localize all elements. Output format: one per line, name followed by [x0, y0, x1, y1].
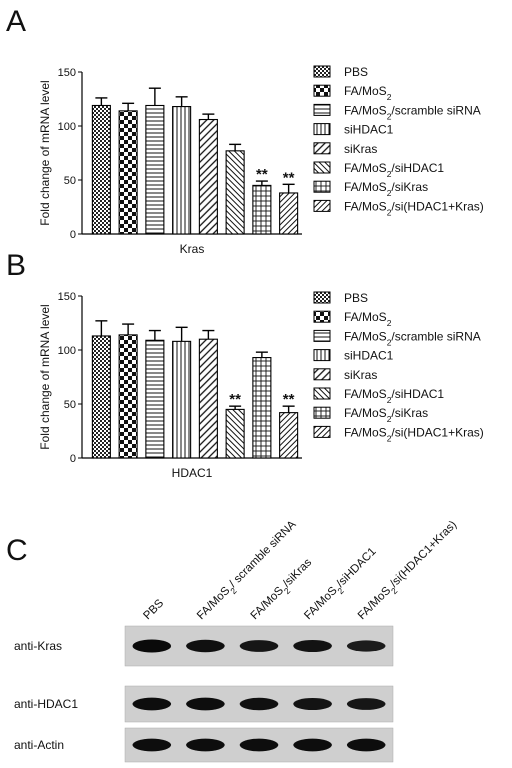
legend-entry-6: FA/MoS2/siHDAC1	[344, 387, 444, 405]
legend-swatch-5	[313, 368, 331, 381]
legend-swatch-7	[313, 180, 331, 193]
y-axis-label: Fold change of mRNA level	[38, 80, 52, 225]
bar-5	[198, 118, 218, 235]
legend-swatch-4	[313, 349, 331, 362]
legend-entry-6: FA/MoS2/siHDAC1	[344, 161, 444, 179]
band-2-2	[186, 697, 225, 711]
legend-swatch-2	[313, 310, 331, 323]
blot-row-label-3: anti-Actin	[14, 738, 64, 752]
bar-4	[172, 340, 192, 459]
legend-entry-2: FA/MoS2	[344, 310, 392, 328]
legend-entry-4: siHDAC1	[344, 349, 394, 363]
panel-label-a: A	[6, 5, 26, 38]
legend-swatch-4	[313, 123, 331, 136]
legend-swatch-7	[313, 406, 331, 419]
blot-row-label-1: anti-Kras	[14, 639, 62, 653]
bar-6	[225, 150, 245, 235]
legend-swatch-1	[313, 65, 331, 78]
y-tick-label: 50	[64, 175, 76, 187]
y-tick-label: 150	[58, 67, 76, 79]
band-3-2	[186, 738, 225, 752]
significance-8: **	[283, 391, 295, 408]
legend-entry-3: FA/MoS2/scramble siRNA	[344, 329, 481, 347]
legend-swatch-6	[313, 161, 331, 174]
legend-swatch-5	[313, 142, 331, 155]
band-1-3	[239, 640, 279, 652]
significance-8: **	[283, 169, 295, 186]
band-2-4	[293, 697, 332, 711]
y-tick-label: 100	[58, 121, 76, 133]
bar-2	[118, 334, 138, 459]
band-1-4	[293, 639, 332, 653]
legend-swatch-6	[313, 387, 331, 400]
band-3-5	[346, 738, 386, 752]
legend-swatch-1	[313, 291, 331, 304]
legend-entry-4: siHDAC1	[344, 123, 394, 137]
band-1-1	[132, 639, 172, 653]
legend-entry-8: FA/MoS2/si(HDAC1+Kras)	[344, 425, 484, 443]
panel-label-c: C	[6, 534, 28, 567]
legend-entry-1: PBS	[344, 291, 368, 305]
y-tick-label: 100	[58, 345, 76, 357]
bar-5	[198, 338, 218, 459]
legend-entry-7: FA/MoS2/siKras	[344, 180, 428, 198]
legend-swatch-2	[313, 84, 331, 97]
y-axis-label: Fold change of mRNA level	[38, 304, 52, 449]
lane-label-1: PBS	[141, 597, 166, 622]
legend-entry-8: FA/MoS2/si(HDAC1+Kras)	[344, 199, 484, 217]
blot-row-label-2: anti-HDAC1	[14, 697, 78, 711]
panel-label-b: B	[6, 249, 26, 282]
legend-entry-5: siKras	[344, 142, 377, 156]
chart-a: 0 50 100 150 Fold change of mRNA level Kras **…	[38, 67, 302, 256]
bar-3	[145, 339, 165, 459]
band-3-4	[293, 738, 332, 752]
legend-swatch-3	[313, 103, 331, 116]
bar-3	[145, 104, 165, 235]
legend-entry-5: siKras	[344, 368, 377, 382]
western-blot: PBS FA/MoS2/ scramble siRNAFA/MoS2/siKras…	[14, 518, 462, 763]
bar-8	[279, 412, 299, 459]
legend-entry-2: FA/MoS2	[344, 84, 392, 102]
legend-swatch-3	[313, 329, 331, 342]
significance-6: **	[229, 391, 241, 408]
lane-label-5: FA/MoS2/si(HDAC1+Kras)	[356, 519, 462, 625]
y-tick-label: 0	[70, 229, 76, 241]
bar-4	[172, 106, 192, 235]
y-tick-label: 150	[58, 291, 76, 303]
band-2-1	[132, 697, 172, 711]
legend-swatch-8	[313, 199, 331, 212]
x-axis-label: HDAC1	[172, 466, 213, 480]
bar-7	[252, 357, 272, 459]
y-tick-label: 50	[64, 399, 76, 411]
bar-7	[252, 184, 272, 235]
legend-entry-7: FA/MoS2/siKras	[344, 406, 428, 424]
band-2-3	[239, 697, 279, 711]
band-3-3	[239, 738, 279, 752]
bar-6	[225, 408, 245, 459]
legend-swatch-8	[313, 425, 331, 438]
bar-2	[118, 110, 138, 235]
chart-b: 0 50 100 150 Fold change of mRNA level HDAC1 *…	[38, 291, 302, 480]
bar-1	[91, 335, 111, 459]
bar-8	[279, 192, 299, 235]
legend-entry-3: FA/MoS2/scramble siRNA	[344, 103, 481, 121]
bar-1	[91, 104, 111, 235]
x-axis-label: Kras	[180, 242, 205, 256]
band-1-5	[346, 640, 386, 652]
y-tick-label: 0	[70, 453, 76, 465]
band-3-1	[132, 738, 172, 752]
lane-label-2: FA/MoS2/ scramble siRNA	[195, 518, 302, 625]
band-2-5	[346, 698, 386, 710]
band-1-2	[186, 639, 225, 653]
legend-entry-1: PBS	[344, 65, 368, 79]
significance-7: **	[256, 166, 268, 183]
